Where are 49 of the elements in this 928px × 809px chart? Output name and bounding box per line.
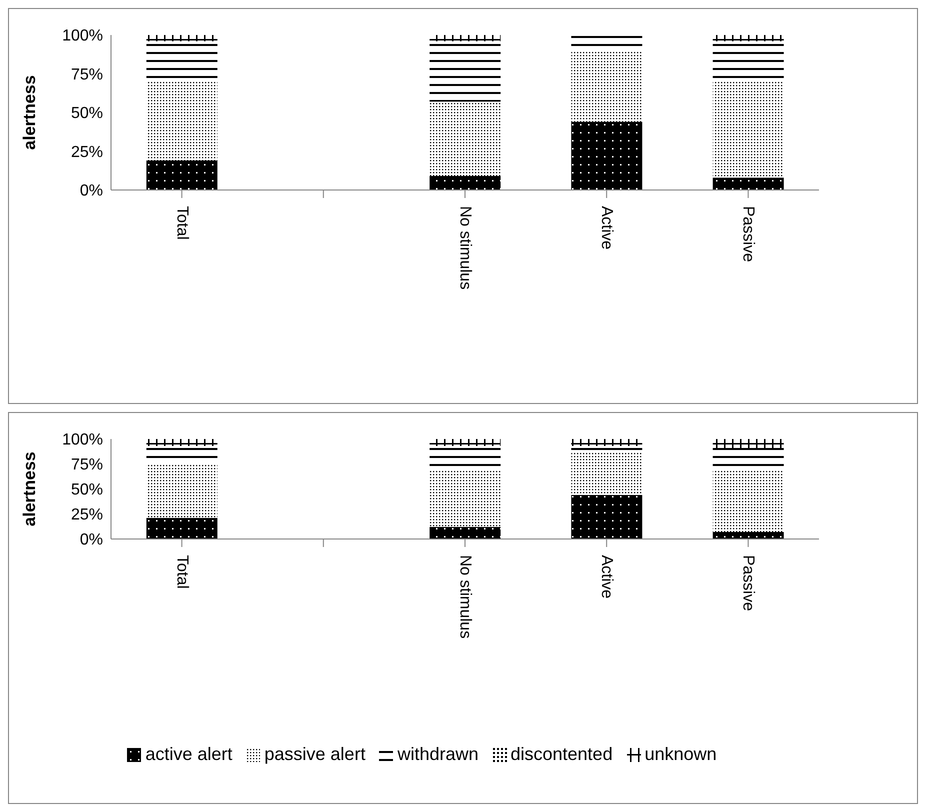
bar <box>430 35 501 42</box>
y-tick-label: 50% <box>70 105 103 122</box>
y-tick-label: 50% <box>70 482 103 499</box>
bar <box>146 518 218 539</box>
bar <box>430 471 501 527</box>
bar <box>430 176 501 190</box>
y-axis-title: alertness <box>20 452 40 526</box>
bar <box>430 102 501 176</box>
y-tick-label: 0% <box>80 532 103 549</box>
bar <box>712 471 784 532</box>
legend-label: discontented <box>510 744 613 765</box>
bar <box>571 52 642 122</box>
legend-label: active alert <box>145 744 232 765</box>
bar <box>712 532 784 539</box>
bar <box>146 160 218 190</box>
legend-label: unknown <box>644 744 717 765</box>
bar <box>712 178 784 190</box>
y-tick-label: 25% <box>70 506 103 524</box>
bar <box>571 495 642 539</box>
y-tick-label: 100% <box>62 432 103 449</box>
x-tick-label: Total <box>173 206 190 240</box>
y-tick-label: 0% <box>80 182 103 200</box>
x-tick-label: Active <box>598 555 616 599</box>
x-tick-label: No stimulus <box>456 206 474 290</box>
bar <box>712 35 784 42</box>
bar <box>430 439 501 446</box>
y-tick-label: 75% <box>70 456 103 474</box>
x-tick-label: No stimulus <box>456 555 474 639</box>
bar <box>571 446 642 452</box>
legend-label: passive alert <box>264 744 366 765</box>
bar <box>712 82 784 178</box>
x-tick-label: Active <box>598 206 616 250</box>
bar <box>571 122 642 190</box>
bar <box>146 82 218 161</box>
x-tick-label: Total <box>173 555 190 589</box>
bar <box>571 439 642 446</box>
bar <box>712 439 784 448</box>
bar <box>571 452 642 495</box>
y-tick-label: 100% <box>62 28 103 45</box>
legend-label: withdrawn <box>397 744 478 765</box>
x-tick-label: Passive <box>740 555 757 612</box>
bar <box>146 35 218 42</box>
bar <box>146 439 218 446</box>
y-axis-title: alertness <box>20 75 40 150</box>
bar <box>430 527 501 539</box>
x-tick-label: Passive <box>740 206 757 262</box>
y-tick-label: 25% <box>70 144 103 161</box>
bar <box>146 464 218 518</box>
y-tick-label: 75% <box>70 66 103 84</box>
